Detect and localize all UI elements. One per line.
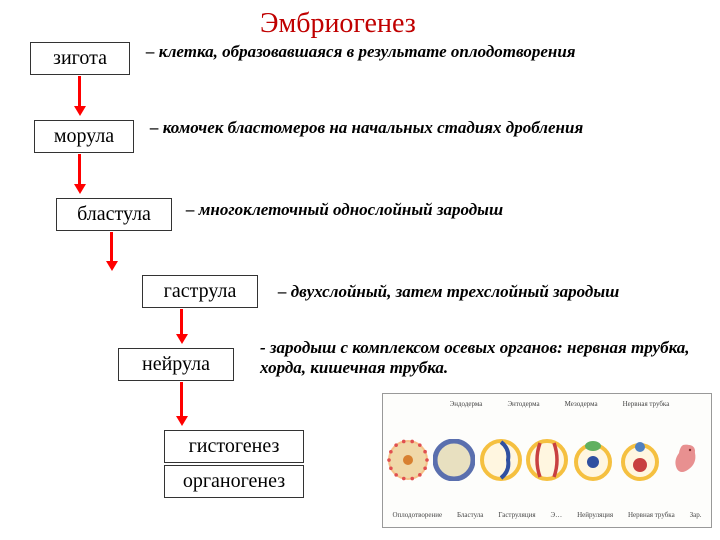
arrow-head-1 [74, 184, 86, 194]
illus-cell-neurula [572, 439, 614, 481]
illus-bottom-label: Оплодотворение [392, 511, 442, 519]
illus-cell-blastula [433, 439, 475, 481]
illus-bottom-label: Зар. [690, 511, 702, 519]
arrow-4 [180, 382, 183, 418]
illus-cell-embryo [665, 439, 707, 481]
page-title: Эмбриогенез [260, 8, 416, 40]
illus-bottom-label: Нейруляция [577, 511, 613, 519]
illus-bottom-label: Гаструляция [498, 511, 535, 519]
arrow-2 [110, 232, 113, 263]
stage-definition-zygote: – клетка, образовавшаяся в результате оп… [146, 42, 700, 62]
illus-top-label: Энтодерма [507, 400, 539, 408]
stage-box-blastula: бластула [56, 198, 172, 231]
arrow-head-0 [74, 106, 86, 116]
arrow-head-4 [176, 416, 188, 426]
stage-definition-blastula: – многоклеточный однослойный зародыш [186, 200, 700, 220]
illus-cell-egg [387, 439, 429, 481]
illus-top-label: Нервная трубка [623, 400, 670, 408]
illus-top-label: Эндодерма [450, 400, 483, 408]
illus-bottom-label: Э… [551, 511, 563, 519]
stage-box-organogen: органогенез [164, 465, 304, 498]
stage-box-morula: морула [34, 120, 134, 153]
illus-cell-gastrula2 [526, 439, 568, 481]
illus-cell-neurula2 [619, 439, 661, 481]
illus-bottom-label: Нервная трубка [628, 511, 675, 519]
illus-cell-gastrula [480, 439, 522, 481]
stage-box-zygote: зигота [30, 42, 130, 75]
stage-box-histogen: гистогенез [164, 430, 304, 463]
arrow-0 [78, 76, 81, 108]
illustration-panel: Эндодерма Энтодерма Мезодерма Нервная трубк… [382, 393, 712, 528]
stage-definition-gastrula: – двухслойный, затем трехслойный зародыш [278, 282, 700, 302]
stage-box-neurula: нейрула [118, 348, 234, 381]
stage-definition-morula: – комочек бластомеров на начальных стади… [150, 118, 700, 138]
arrow-head-3 [176, 334, 188, 344]
illus-bottom-label: Бластула [457, 511, 483, 519]
arrow-1 [78, 154, 81, 186]
stage-box-gastrula: гаструла [142, 275, 258, 308]
stage-definition-neurula: - зародыш с комплексом осевых органов: н… [260, 338, 700, 379]
arrow-head-2 [106, 261, 118, 271]
illus-top-label: Мезодерма [565, 400, 598, 408]
arrow-3 [180, 309, 183, 336]
